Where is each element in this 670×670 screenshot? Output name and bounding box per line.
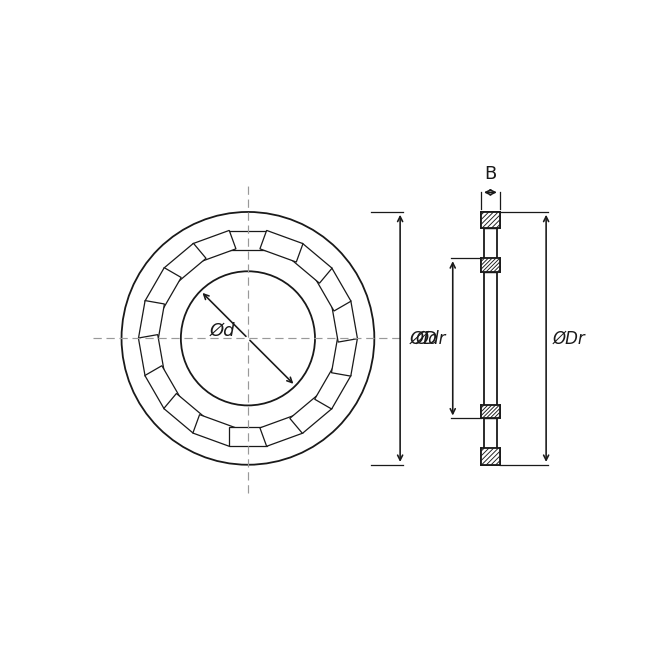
Polygon shape <box>163 243 206 283</box>
Polygon shape <box>139 334 164 376</box>
Polygon shape <box>260 230 303 262</box>
Polygon shape <box>332 334 358 376</box>
Polygon shape <box>315 268 351 311</box>
Bar <box>481 259 500 272</box>
Text: Ødr: Ødr <box>416 330 446 347</box>
Polygon shape <box>290 243 332 283</box>
Polygon shape <box>290 393 332 433</box>
Polygon shape <box>332 301 358 342</box>
Text: ØD: ØD <box>409 330 438 347</box>
Polygon shape <box>145 366 181 409</box>
Polygon shape <box>228 230 267 250</box>
Text: Ød: Ød <box>210 322 235 340</box>
Polygon shape <box>193 230 236 262</box>
Polygon shape <box>193 415 236 446</box>
Text: ØDr: ØDr <box>552 330 585 347</box>
Polygon shape <box>260 415 303 446</box>
Polygon shape <box>145 268 181 311</box>
Polygon shape <box>228 427 267 446</box>
Bar <box>481 448 500 465</box>
Polygon shape <box>163 393 206 433</box>
Polygon shape <box>139 301 164 342</box>
Text: B: B <box>484 165 496 183</box>
Bar <box>481 212 500 228</box>
Bar <box>481 405 500 418</box>
Polygon shape <box>315 366 351 409</box>
